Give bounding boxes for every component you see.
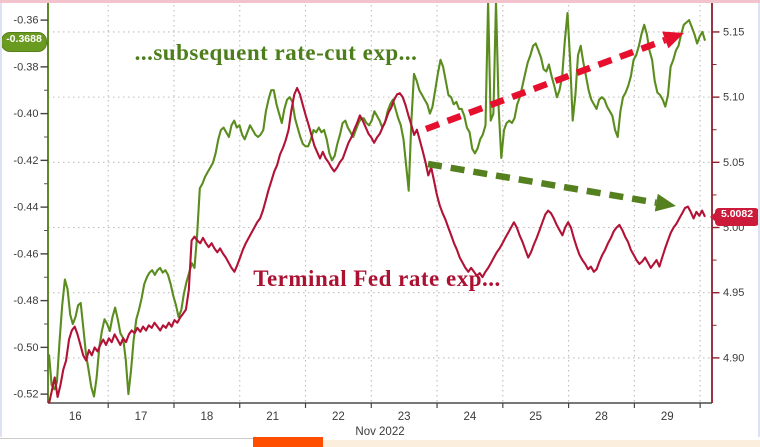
right-badge-value: 5.0082 [720,207,754,220]
x-axis-day-label: 21 [266,411,279,423]
x-axis-day-label: 23 [398,411,411,423]
left-axis: -0.36 -0.38 -0.40 -0.42 -0.44 -0.46 -0.48 -0.50… [13,15,48,401]
v-gridlines [107,0,701,403]
right-axis-tick-label: 4.95 [723,287,744,299]
x-axis: 16 17 18 21 22 23 24 25 28 29 [69,403,701,423]
x-axis-day-label: 18 [200,411,213,423]
annotation-terminal-fed-rate: Terminal Fed rate exp... [253,266,501,291]
x-axis-day-label: 16 [69,411,82,423]
badge-left-pointer [710,211,716,222]
right-axis: 5.155.105.055.004.954.90 [712,26,744,364]
left-axis-tick-label: -0.40 [13,108,38,120]
rate-cut-rising-arrow-head [662,31,684,49]
footer-orange-strip [253,437,323,447]
left-axis-tick-label: -0.48 [13,295,38,307]
left-axis-tick-label: -0.38 [13,61,38,73]
left-axis-tick-label: -0.52 [13,389,38,401]
x-axis-day-label: 28 [595,411,608,423]
left-axis-tick-label: -0.50 [13,342,38,354]
terminal-rate-falling-arrow [427,160,657,206]
terminal-rate-falling-arrow-head [654,193,676,212]
x-axis-day-label: 17 [135,411,148,423]
x-axis-day-label: 22 [332,411,345,423]
footer-cream-strip [323,440,760,447]
left-axis-tick-label: -0.46 [13,248,38,260]
right-axis-tick-label: 4.90 [723,352,744,364]
right-axis-tick-label: 5.10 [723,92,744,104]
right-axis-tick-label: 5.15 [723,26,744,38]
left-axis-tick-label: -0.44 [13,202,38,214]
right-axis-last-value-badge: 5.0082 [710,207,759,226]
left-axis-tick-label: -0.36 [13,15,38,27]
x-axis-month-label: Nov 2022 [355,426,405,438]
right-axis-tick-label: 5.05 [723,157,744,169]
annotation-rate-cut-exp: ...subsequent rate-cut exp... [134,40,418,65]
h-gridlines [48,31,712,359]
left-axis-last-value-badge: -0.3688 [1,31,47,52]
x-axis-day-label: 24 [464,411,477,423]
left-badge-value: -0.3688 [6,32,42,45]
footer-white-strip [0,438,253,447]
series-line-green [47,0,707,398]
x-axis-day-label: 29 [661,411,674,423]
left-axis-tick-label: -0.42 [13,155,38,167]
x-axis-day-label: 25 [529,411,542,423]
series-line-red [47,86,706,404]
rate-cut-rising-arrow [424,36,667,133]
